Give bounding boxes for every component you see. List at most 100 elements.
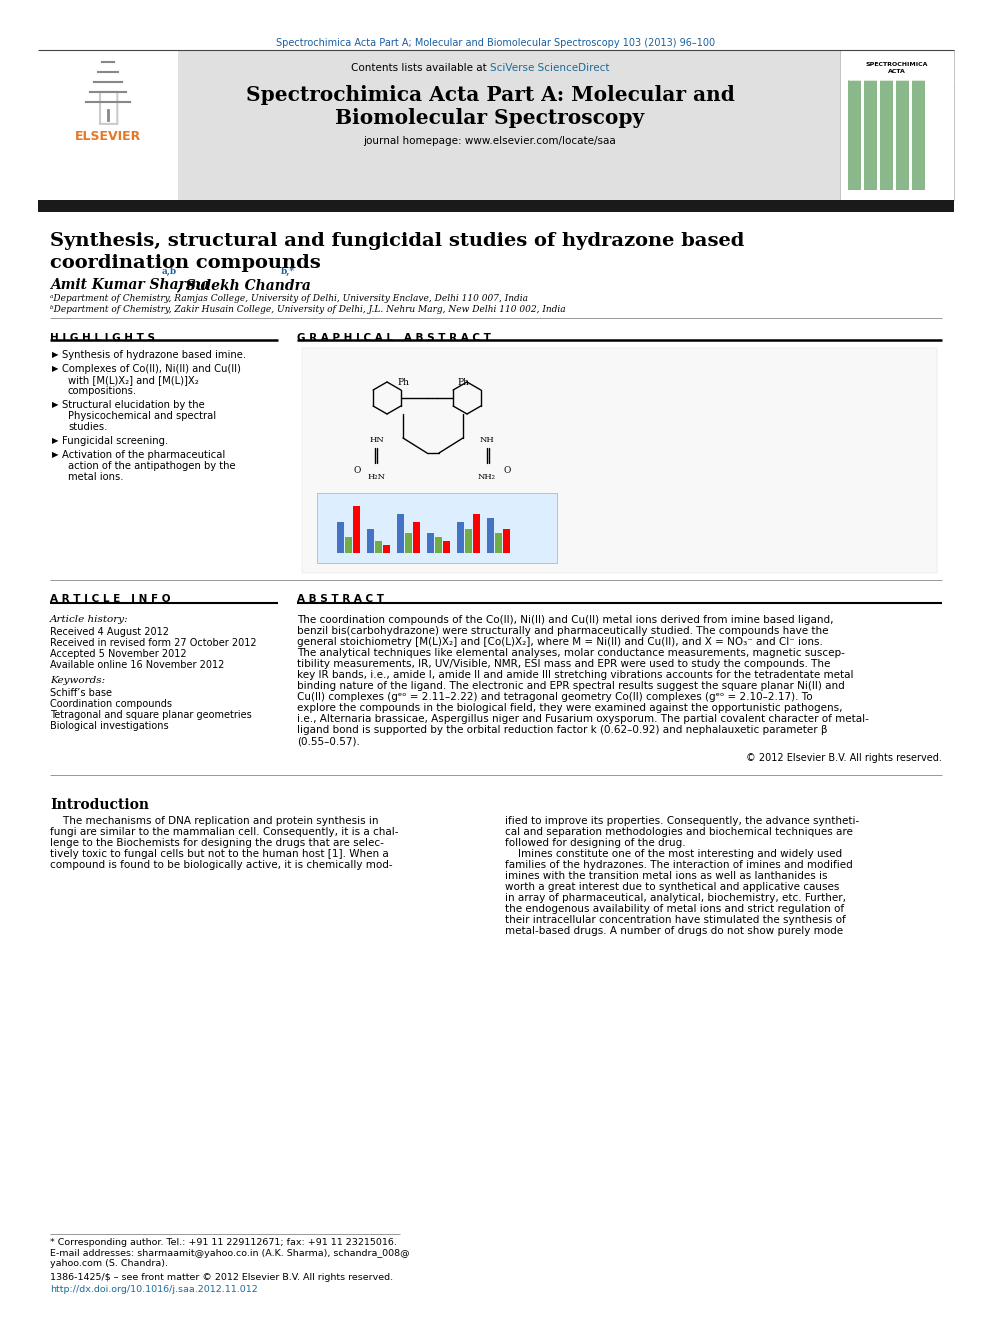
Text: ▶: ▶ (52, 437, 59, 445)
Text: coordination compounds: coordination compounds (50, 254, 320, 273)
Text: tibility measurements, IR, UV/Visible, NMR, ESI mass and EPR were used to study : tibility measurements, IR, UV/Visible, N… (297, 659, 830, 669)
Text: Synthesis, structural and fungicidal studies of hydrazone based: Synthesis, structural and fungicidal stu… (50, 232, 744, 250)
Bar (495, 533, 502, 553)
Text: Accepted 5 November 2012: Accepted 5 November 2012 (50, 650, 186, 659)
Text: their intracellular concentration have stimulated the synthesis of: their intracellular concentration have s… (505, 916, 846, 925)
Text: with [M(L)X₂] and [M(L)]X₂: with [M(L)X₂] and [M(L)]X₂ (68, 374, 198, 385)
Bar (38, 200, 954, 212)
Text: metal-based drugs. A number of drugs do not show purely mode: metal-based drugs. A number of drugs do … (505, 926, 843, 935)
Bar (840, 50, 954, 200)
Text: HN: HN (370, 437, 384, 445)
Text: G R A P H I C A L   A B S T R A C T: G R A P H I C A L A B S T R A C T (297, 333, 491, 343)
Text: ified to improve its properties. Consequently, the advance syntheti-: ified to improve its properties. Consequ… (505, 816, 859, 826)
Text: lenge to the Biochemists for designing the drugs that are selec-: lenge to the Biochemists for designing t… (50, 837, 384, 848)
Text: http://dx.doi.org/10.1016/j.saa.2012.11.012: http://dx.doi.org/10.1016/j.saa.2012.11.… (50, 1285, 258, 1294)
Text: The mechanisms of DNA replication and protein synthesis in: The mechanisms of DNA replication and pr… (50, 816, 379, 826)
Text: Coordination compounds: Coordination compounds (50, 699, 172, 709)
Text: Tetragonal and square planar geometries: Tetragonal and square planar geometries (50, 710, 252, 720)
Text: A B S T R A C T: A B S T R A C T (297, 594, 384, 605)
Text: explore the compounds in the biological field, they were examined against the op: explore the compounds in the biological … (297, 703, 842, 713)
Text: O: O (503, 466, 511, 475)
Text: SciVerse ScienceDirect: SciVerse ScienceDirect (490, 64, 609, 73)
Text: ligand bond is supported by the orbital reduction factor k (0.62–0.92) and nepha: ligand bond is supported by the orbital … (297, 725, 827, 736)
Text: Physicochemical and spectral: Physicochemical and spectral (68, 411, 216, 421)
Text: yahoo.com (S. Chandra).: yahoo.com (S. Chandra). (50, 1259, 168, 1267)
Text: Activation of the pharmaceutical: Activation of the pharmaceutical (62, 450, 225, 460)
Text: b,*: b,* (281, 267, 295, 277)
Text: compositions.: compositions. (68, 386, 137, 396)
Text: Received 4 August 2012: Received 4 August 2012 (50, 627, 169, 636)
Bar (457, 521, 464, 553)
Text: H₂N: H₂N (368, 474, 386, 482)
Text: imines with the transition metal ions as well as lanthanides is: imines with the transition metal ions as… (505, 871, 827, 881)
Text: Ph: Ph (457, 378, 469, 388)
Text: ▶: ▶ (52, 400, 59, 409)
Text: ELSEVIER: ELSEVIER (74, 130, 141, 143)
Text: Received in revised form 27 October 2012: Received in revised form 27 October 2012 (50, 638, 257, 648)
Text: cal and separation methodologies and biochemical techniques are: cal and separation methodologies and bio… (505, 827, 853, 837)
Bar (317, 493, 557, 564)
Text: The coordination compounds of the Co(II), Ni(II) and Cu(II) metal ions derived f: The coordination compounds of the Co(II)… (297, 615, 833, 624)
Bar (353, 505, 360, 553)
Text: general stoichiometry [M(L)X₂] and [Co(L)X₂], where M = Ni(II) and Cu(II), and X: general stoichiometry [M(L)X₂] and [Co(L… (297, 636, 823, 647)
Bar (302, 348, 937, 573)
Text: action of the antipathogen by the: action of the antipathogen by the (68, 460, 236, 471)
Text: Amit Kumar Sharma: Amit Kumar Sharma (50, 278, 214, 292)
Text: compound is found to be biologically active, it is chemically mod-: compound is found to be biologically act… (50, 860, 393, 871)
Text: worth a great interest due to synthetical and applicative causes: worth a great interest due to synthetica… (505, 882, 839, 892)
Bar (38, 50, 178, 200)
Text: Structural elucidation by the: Structural elucidation by the (62, 400, 204, 410)
Text: i.e., Alternaria brassicae, Aspergillus niger and Fusarium oxysporum. The partia: i.e., Alternaria brassicae, Aspergillus … (297, 714, 869, 724)
Text: Available online 16 November 2012: Available online 16 November 2012 (50, 660, 224, 669)
Bar (443, 541, 450, 553)
Text: journal homepage: www.elsevier.com/locate/saa: journal homepage: www.elsevier.com/locat… (364, 136, 616, 146)
Bar (367, 529, 374, 553)
Text: , Sulekh Chandra: , Sulekh Chandra (176, 278, 315, 292)
Text: © 2012 Elsevier B.V. All rights reserved.: © 2012 Elsevier B.V. All rights reserved… (746, 753, 942, 763)
Bar (880, 79, 893, 191)
Text: Schiff’s base: Schiff’s base (50, 688, 112, 699)
Text: studies.: studies. (68, 422, 107, 433)
Bar (413, 521, 420, 553)
Text: ⬛: ⬛ (96, 89, 120, 126)
Text: * Corresponding author. Tel.: +91 11 229112671; fax: +91 11 23215016.: * Corresponding author. Tel.: +91 11 229… (50, 1238, 397, 1248)
Text: E-mail addresses: sharmaamit@yahoo.co.in (A.K. Sharma), schandra_008@: E-mail addresses: sharmaamit@yahoo.co.in… (50, 1249, 410, 1258)
Bar (337, 521, 344, 553)
Bar (435, 537, 442, 553)
Text: ▶: ▶ (52, 450, 59, 459)
Text: Synthesis of hydrazone based imine.: Synthesis of hydrazone based imine. (62, 351, 246, 360)
Text: (0.55–0.57).: (0.55–0.57). (297, 736, 360, 746)
Text: ▶: ▶ (52, 364, 59, 373)
Text: Ph: Ph (397, 378, 409, 388)
Text: Keywords:: Keywords: (50, 676, 105, 685)
Bar (473, 513, 480, 553)
Text: a,b: a,b (162, 267, 177, 277)
Text: The analytical techniques like elemental analyses, molar conductance measurement: The analytical techniques like elemental… (297, 648, 845, 658)
Text: families of the hydrazones. The interaction of imines and modified: families of the hydrazones. The interact… (505, 860, 853, 871)
Bar (383, 545, 390, 553)
Text: benzil bis(carbohydrazone) were structurally and pharmaceutically studied. The c: benzil bis(carbohydrazone) were structur… (297, 626, 828, 636)
Bar (487, 517, 494, 553)
Text: followed for designing of the drug.: followed for designing of the drug. (505, 837, 685, 848)
Text: the endogenous availability of metal ions and strict regulation of: the endogenous availability of metal ion… (505, 904, 844, 914)
Text: Article history:: Article history: (50, 615, 129, 624)
Bar (912, 79, 925, 191)
Bar (405, 533, 412, 553)
Bar (503, 529, 510, 553)
Bar (38, 50, 840, 200)
Text: Fungicidal screening.: Fungicidal screening. (62, 437, 169, 446)
Text: metal ions.: metal ions. (68, 472, 123, 482)
Text: ACTA: ACTA (888, 69, 906, 74)
Text: binding nature of the ligand. The electronic and EPR spectral results suggest th: binding nature of the ligand. The electr… (297, 681, 845, 691)
Text: tively toxic to fungal cells but not to the human host [1]. When a: tively toxic to fungal cells but not to … (50, 849, 389, 859)
Text: SPECTROCHIMICA: SPECTROCHIMICA (866, 62, 929, 67)
Text: ᵃDepartment of Chemistry, Ramjas College, University of Delhi, University Enclav: ᵃDepartment of Chemistry, Ramjas College… (50, 294, 528, 303)
Text: Contents lists available at: Contents lists available at (351, 64, 490, 73)
Text: A R T I C L E   I N F O: A R T I C L E I N F O (50, 594, 171, 605)
Text: ᵇDepartment of Chemistry, Zakir Husain College, University of Delhi, J.L. Nehru : ᵇDepartment of Chemistry, Zakir Husain C… (50, 306, 565, 314)
Text: Imines constitute one of the most interesting and widely used: Imines constitute one of the most intere… (505, 849, 842, 859)
Bar (375, 541, 382, 553)
Text: O: O (353, 466, 361, 475)
Text: Complexes of Co(II), Ni(II) and Cu(II): Complexes of Co(II), Ni(II) and Cu(II) (62, 364, 241, 374)
Text: NH₂: NH₂ (478, 474, 496, 482)
